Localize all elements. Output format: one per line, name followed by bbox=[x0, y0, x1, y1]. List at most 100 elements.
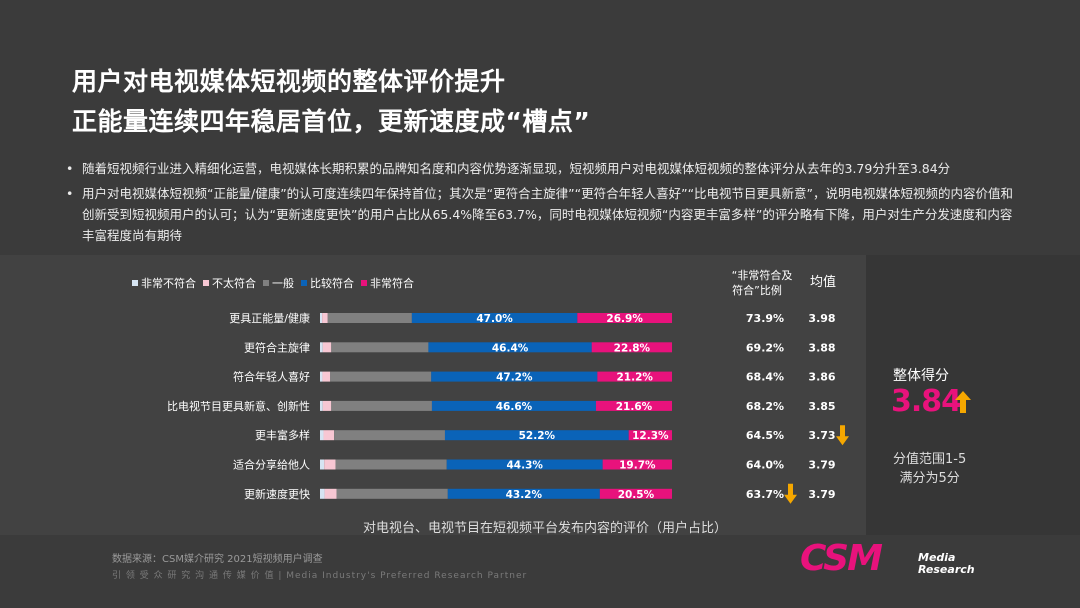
bar-value-label: 44.3% bbox=[506, 460, 543, 472]
top2-header-line-2: 符合”比例 bbox=[732, 283, 782, 297]
bar-segment bbox=[330, 371, 432, 382]
mean-header: 均值 bbox=[810, 274, 836, 290]
category-label: 更新速度更快 bbox=[244, 487, 310, 501]
bar-segment bbox=[320, 488, 325, 499]
bar-segment bbox=[595, 400, 672, 411]
legend-label: 非常不符合 bbox=[141, 276, 196, 290]
category-label: 符合年轻人喜好 bbox=[233, 370, 310, 384]
bar-value-label: 21.2% bbox=[616, 372, 653, 384]
top2-value: 68.2% bbox=[746, 400, 784, 413]
category-label: 更丰富多样 bbox=[255, 428, 310, 442]
bar-segment bbox=[320, 400, 323, 411]
top2-value: 73.9% bbox=[746, 312, 784, 325]
bar-value-label: 26.9% bbox=[606, 313, 643, 325]
page-title: 用户对电视媒体短视频的整体评价提升 正能量连续四年稳居首位，更新速度成“槽点” bbox=[72, 62, 590, 142]
legend-label: 不太符合 bbox=[212, 276, 256, 290]
bar-segment bbox=[431, 371, 598, 382]
bar-segment bbox=[444, 430, 629, 441]
bar-segment bbox=[431, 400, 596, 411]
category-label: 比电视节目更具新意、创新性 bbox=[167, 399, 310, 413]
down-arrow-icon bbox=[784, 483, 797, 504]
data-source: 数据来源：CSM媒介研究 2021短视频用户调查 bbox=[112, 554, 323, 565]
bar-value-label: 12.3% bbox=[632, 430, 669, 442]
bar-segment bbox=[336, 488, 448, 499]
bar-segment bbox=[324, 459, 336, 470]
bar-segment bbox=[320, 371, 323, 382]
mean-value: 3.85 bbox=[808, 400, 835, 413]
chart-title: 对电视台、电视节目在短视频平台发布内容的评价（用户占比） bbox=[363, 520, 727, 535]
bar-segment bbox=[335, 459, 447, 470]
legend-label: 比较符合 bbox=[310, 276, 354, 290]
bar-segment bbox=[322, 371, 331, 382]
bar-segment bbox=[628, 430, 672, 441]
bar-segment bbox=[320, 459, 325, 470]
top2-value: 63.7% bbox=[746, 488, 784, 501]
bar-segment bbox=[446, 459, 603, 470]
mean-value: 3.86 bbox=[808, 371, 835, 384]
bar-segment bbox=[331, 342, 429, 353]
bar-segment bbox=[591, 342, 672, 353]
legend-swatch bbox=[263, 280, 269, 286]
title-line-1: 用户对电视媒体短视频的整体评价提升 bbox=[72, 67, 506, 96]
bar-value-label: 46.4% bbox=[492, 342, 529, 354]
bar-value-label: 21.6% bbox=[616, 401, 653, 413]
title-line-2: 正能量连续四年稳居首位，更新速度成“槽点” bbox=[72, 107, 591, 136]
logo-media-text: Media bbox=[918, 551, 956, 564]
legend-label: 非常符合 bbox=[370, 276, 414, 290]
bar-segment bbox=[323, 430, 335, 441]
legend-label: 一般 bbox=[272, 277, 294, 290]
summary-bullets: 随着短视频行业进入精细化运营，电视媒体长期积累的品牌知名度和内容优势逐渐显现，短… bbox=[62, 158, 1022, 250]
legend-swatch bbox=[361, 280, 367, 286]
legend-swatch bbox=[132, 280, 138, 286]
range-line-2: 满分为5分 bbox=[899, 471, 960, 486]
category-label: 更符合主旋律 bbox=[244, 340, 310, 354]
tagline: 引 领 受 众 研 究 沟 通 传 媒 价 值 | Media Industry… bbox=[112, 571, 528, 581]
bar-segment bbox=[334, 430, 445, 441]
bullet-2: 用户对电视媒体短视频“正能量/健康”的认可度连续四年保持首位；其次是“更符合主旋… bbox=[62, 183, 1022, 246]
bar-segment bbox=[599, 488, 672, 499]
bar-segment bbox=[447, 488, 600, 499]
bar-value-label: 46.6% bbox=[496, 401, 533, 413]
category-label: 适合分享给他人 bbox=[233, 458, 310, 472]
bar-segment bbox=[324, 488, 337, 499]
mean-value: 3.79 bbox=[808, 488, 835, 501]
down-arrow-icon bbox=[836, 425, 849, 446]
bar-value-label: 20.5% bbox=[618, 489, 655, 501]
logo-csm-text: CSM bbox=[800, 538, 883, 579]
category-label: 更具正能量/健康 bbox=[229, 311, 310, 325]
top2-header-line-1: “非常符合及 bbox=[732, 268, 793, 282]
bar-segment bbox=[331, 400, 432, 411]
bar-value-label: 47.0% bbox=[476, 313, 513, 325]
bar-value-label: 19.7% bbox=[619, 460, 656, 472]
bar-segment bbox=[428, 342, 592, 353]
top2-value: 64.5% bbox=[746, 429, 784, 442]
mean-value: 3.88 bbox=[808, 341, 835, 354]
top2-value: 68.4% bbox=[746, 371, 784, 384]
overall-score-label: 整体得分 bbox=[893, 368, 949, 384]
bar-segment bbox=[327, 313, 412, 323]
legend-swatch bbox=[203, 280, 209, 286]
mean-value: 3.73 bbox=[808, 429, 835, 442]
logo-research-text: Research bbox=[918, 563, 975, 576]
up-arrow-icon bbox=[955, 391, 971, 413]
legend-swatch bbox=[301, 280, 307, 286]
chart-panel bbox=[0, 255, 866, 535]
bar-segment bbox=[597, 371, 672, 382]
bar-segment bbox=[411, 313, 578, 323]
bar-value-label: 52.2% bbox=[519, 430, 556, 442]
csm-logo: CSM Media Research bbox=[800, 538, 980, 582]
bar-segment bbox=[322, 342, 332, 353]
bar-value-label: 43.2% bbox=[506, 489, 543, 501]
top2-value: 69.2% bbox=[746, 341, 784, 354]
bar-segment bbox=[320, 342, 323, 353]
score-panel bbox=[866, 255, 1080, 535]
bar-value-label: 47.2% bbox=[496, 372, 533, 384]
bar-segment bbox=[577, 313, 672, 323]
bullet-1: 随着短视频行业进入精细化运营，电视媒体长期积累的品牌知名度和内容优势逐渐显现，短… bbox=[62, 158, 1022, 179]
range-line-1: 分值范围1-5 bbox=[893, 452, 967, 467]
mean-value: 3.79 bbox=[808, 459, 835, 472]
bar-segment bbox=[602, 459, 672, 470]
overall-score-value: 3.84 bbox=[891, 384, 962, 419]
bar-segment bbox=[320, 313, 323, 323]
